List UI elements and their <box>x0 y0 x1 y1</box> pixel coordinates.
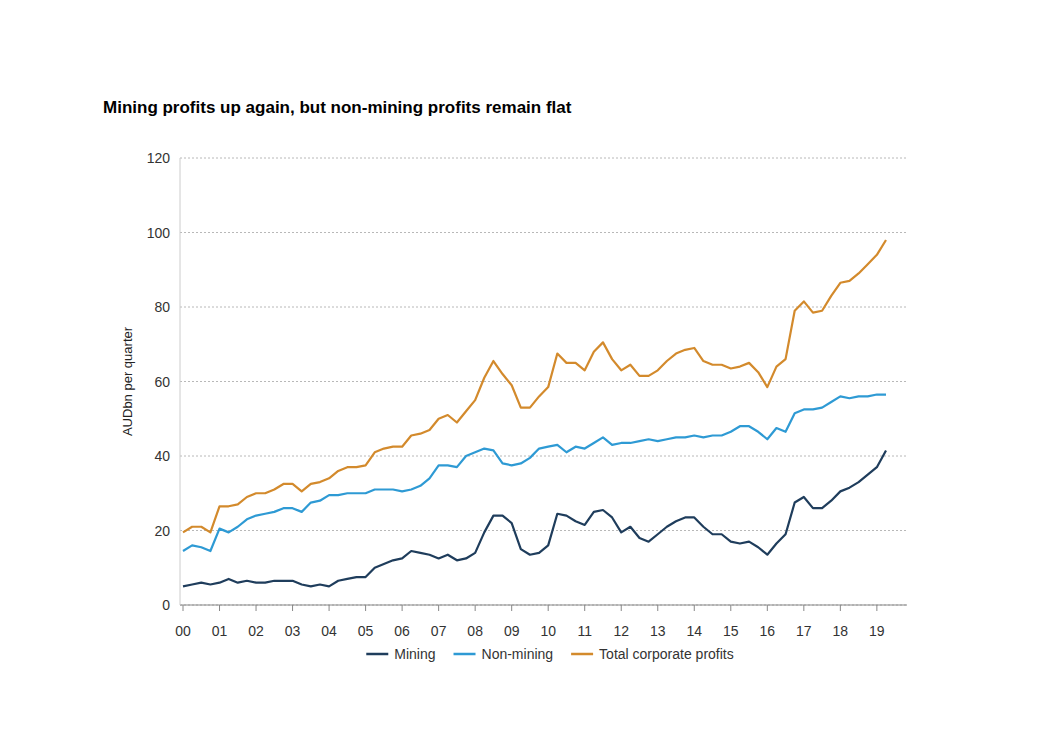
x-tick-label: 03 <box>285 623 301 639</box>
legend-swatch <box>571 653 593 656</box>
x-tick <box>402 605 403 611</box>
grid-line <box>180 158 907 159</box>
plot-area <box>183 240 886 586</box>
x-tick-label: 17 <box>796 623 812 639</box>
x-axis-line <box>180 604 907 605</box>
x-tick <box>657 605 658 611</box>
y-tick-label: 20 <box>154 523 170 539</box>
grid-line <box>180 232 907 233</box>
x-tick-label: 15 <box>723 623 739 639</box>
chart: Mining profits up again, but non-mining … <box>0 0 1037 751</box>
y-axis-label: AUDbn per quarter <box>120 326 135 436</box>
title: Mining profits up again, but non-mining … <box>103 98 572 117</box>
x-tick-label: 08 <box>467 623 483 639</box>
legend: Mining Non-mining Total corporate profits <box>366 646 733 662</box>
x-tick <box>548 605 549 611</box>
grid-line <box>180 530 907 531</box>
x-tick <box>438 605 439 611</box>
y-axis-line <box>180 158 181 605</box>
x-tick <box>219 605 220 611</box>
x-tick-label: 14 <box>686 623 702 639</box>
x-tick <box>256 605 257 611</box>
grid-line <box>180 381 907 382</box>
x-tick <box>840 605 841 611</box>
x-tick <box>584 605 585 611</box>
x-tick-label: 13 <box>650 623 666 639</box>
x-tick <box>730 605 731 611</box>
y-tick-label: 120 <box>147 150 171 166</box>
series-line <box>183 240 886 532</box>
x-tick-label: 04 <box>321 623 337 639</box>
x-tick <box>475 605 476 611</box>
x-tick <box>876 605 877 611</box>
x-tick <box>183 605 184 611</box>
y-tick-label: 60 <box>154 374 170 390</box>
x-tick-label: 18 <box>833 623 849 639</box>
grid-line <box>180 456 907 457</box>
x-tick-label: 10 <box>540 623 556 639</box>
x-tick <box>329 605 330 611</box>
x-tick <box>511 605 512 611</box>
series-line <box>183 395 886 551</box>
x-tick-label: 01 <box>212 623 228 639</box>
x-tick <box>803 605 804 611</box>
x-tick-label: 02 <box>248 623 264 639</box>
x-tick-label: 00 <box>175 623 191 639</box>
y-tick-label: 0 <box>162 597 170 613</box>
x-tick-label: 06 <box>394 623 410 639</box>
x-tick-label: 16 <box>760 623 776 639</box>
legend-swatch <box>454 653 476 656</box>
legend-label: Non-mining <box>482 646 554 662</box>
x-tick-label: 19 <box>869 623 885 639</box>
legend-label: Total corporate profits <box>599 646 734 662</box>
x-tick <box>767 605 768 611</box>
legend-swatch <box>366 653 388 656</box>
x-tick-label: 12 <box>613 623 629 639</box>
y-tick-label: 100 <box>147 225 171 241</box>
x-tick <box>365 605 366 611</box>
x-tick <box>621 605 622 611</box>
x-tick-label: 11 <box>577 623 592 639</box>
y-tick-label: 40 <box>154 448 170 464</box>
legend-label: Mining <box>394 646 435 662</box>
x-tick-label: 07 <box>431 623 447 639</box>
y-tick-label: 80 <box>154 299 170 315</box>
grid-line <box>180 605 907 606</box>
x-tick-label: 05 <box>358 623 374 639</box>
x-tick-label: 09 <box>504 623 520 639</box>
x-tick <box>292 605 293 611</box>
series-line <box>183 450 886 586</box>
x-tick <box>694 605 695 611</box>
